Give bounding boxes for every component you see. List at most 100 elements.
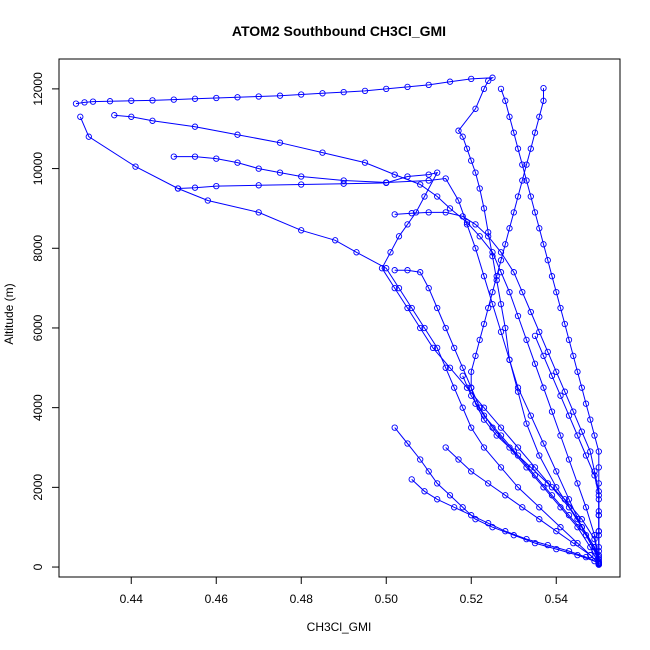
data-point (170, 153, 177, 160)
data-point (591, 535, 598, 543)
data-point (502, 97, 509, 104)
data-point (510, 448, 517, 455)
series-line (500, 88, 600, 564)
data-point (383, 265, 390, 272)
data-point (434, 304, 441, 312)
data-point (480, 416, 488, 423)
data-point (446, 78, 454, 85)
data-point (591, 472, 598, 479)
data-point (497, 85, 505, 93)
y-tick-label: 8000 (31, 235, 45, 262)
x-tick-label: 0.52 (460, 592, 484, 606)
data-point (255, 182, 262, 189)
data-point (204, 197, 211, 204)
data-point (72, 100, 80, 107)
data-point (565, 512, 573, 519)
data-point (451, 504, 458, 511)
data-point (557, 392, 564, 399)
data-point (497, 328, 505, 336)
data-point (523, 535, 530, 543)
data-point (85, 133, 92, 140)
data-point (489, 524, 496, 531)
data-point (523, 420, 530, 427)
series-line (445, 447, 600, 565)
data-point (455, 456, 462, 463)
data-point (485, 480, 492, 487)
data-point (468, 384, 475, 391)
data-point (417, 181, 424, 188)
data-point (587, 551, 594, 559)
series-13 (531, 332, 602, 559)
data-point (191, 153, 199, 160)
data-point (519, 504, 526, 511)
data-point (234, 159, 241, 166)
data-point (149, 97, 156, 104)
data-point (531, 129, 539, 136)
data-point (387, 249, 394, 256)
y-tick-label: 12000 (31, 72, 45, 106)
x-axis-label: CH3Cl_GMI (307, 620, 372, 634)
data-point (480, 404, 488, 411)
data-point (514, 444, 522, 451)
data-point (548, 492, 556, 499)
data-point (442, 324, 449, 332)
data-point (434, 496, 441, 503)
data-point (442, 175, 449, 182)
data-point (480, 85, 488, 93)
data-point (404, 221, 411, 228)
data-point (595, 448, 602, 455)
data-point (531, 539, 539, 547)
data-point (527, 412, 534, 419)
series-line (173, 156, 600, 565)
data-point (276, 92, 284, 99)
data-point (527, 308, 534, 316)
data-point (548, 372, 556, 379)
data-point (391, 211, 398, 218)
data-point (574, 432, 581, 439)
data-point (425, 468, 432, 475)
data-point (548, 273, 556, 280)
data-point (565, 496, 573, 503)
data-point (595, 492, 602, 499)
data-point (514, 145, 522, 152)
data-point (106, 98, 114, 105)
data-point (489, 74, 496, 81)
data-point (595, 532, 602, 539)
data-point (540, 97, 547, 104)
data-point (510, 129, 517, 136)
x-tick-label: 0.48 (290, 592, 314, 606)
data-point (595, 464, 602, 471)
data-point (480, 444, 488, 451)
data-point (527, 145, 534, 152)
data-point (591, 468, 598, 475)
data-point (502, 528, 509, 535)
data-point (570, 408, 577, 415)
data-point (527, 193, 534, 200)
y-tick-label: 2000 (31, 474, 45, 501)
data-point (480, 412, 488, 419)
data-point (298, 91, 305, 98)
data-point (468, 368, 475, 375)
data-point (404, 304, 411, 312)
data-point (510, 269, 517, 276)
data-point (459, 504, 466, 511)
data-point (493, 432, 500, 439)
data-point (340, 180, 347, 187)
data-point (497, 464, 505, 471)
data-point (298, 181, 305, 188)
data-point (446, 364, 454, 371)
data-point (595, 551, 602, 559)
data-point (468, 424, 475, 431)
data-point (446, 492, 454, 499)
data-point (170, 96, 177, 103)
data-point (383, 179, 390, 187)
data-point (578, 384, 585, 391)
data-point (497, 257, 505, 264)
data-point (514, 452, 522, 459)
data-point (472, 105, 479, 112)
data-point (557, 432, 564, 439)
data-point (480, 320, 488, 328)
data-point (408, 304, 415, 312)
data-point (89, 98, 97, 105)
